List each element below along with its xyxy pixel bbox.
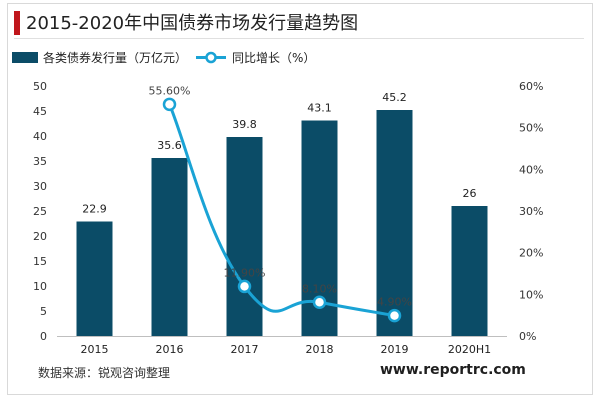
bar-value-label: 45.2 xyxy=(382,91,407,104)
bar-value-label: 43.1 xyxy=(307,102,332,115)
y-right-tick-label: 50% xyxy=(519,122,543,135)
bar-2019 xyxy=(376,110,413,336)
y-left-tick-label: 40 xyxy=(33,130,47,143)
legend-bar-label: 各类债券发行量（万亿元） xyxy=(43,50,187,65)
x-tick-label: 2016 xyxy=(156,343,184,356)
y-left-tick-label: 15 xyxy=(33,255,47,268)
growth-line xyxy=(168,103,395,318)
y-left-tick-label: 20 xyxy=(33,230,47,243)
bar-value-label: 22.9 xyxy=(82,203,107,216)
bar-2016 xyxy=(151,158,188,336)
x-tick-label: 2017 xyxy=(231,343,259,356)
bar-2015 xyxy=(76,221,113,336)
bar-value-label: 39.8 xyxy=(232,118,257,131)
legend-line-marker xyxy=(205,51,217,64)
growth-value-label: 4.90% xyxy=(377,296,412,309)
y-left-tick-label: 50 xyxy=(33,80,47,93)
title-accent-bar xyxy=(14,11,20,35)
legend-bar-swatch xyxy=(12,52,38,63)
x-tick-label: 2018 xyxy=(306,343,334,356)
y-right-tick-label: 10% xyxy=(519,288,543,301)
y-left-tick-label: 0 xyxy=(40,330,47,343)
bar-2020H1 xyxy=(451,206,488,336)
growth-point-2016 xyxy=(162,97,177,112)
x-tick-label: 2019 xyxy=(381,343,409,356)
growth-point-2018 xyxy=(312,295,327,309)
growth-value-label: 55.60% xyxy=(149,84,191,97)
y-right-tick-label: 30% xyxy=(519,205,543,218)
x-tick-label: 2020H1 xyxy=(448,343,491,356)
website-url: www.reportrc.com xyxy=(380,362,526,378)
growth-point-2017 xyxy=(237,279,252,294)
y-right-tick-label: 20% xyxy=(519,247,543,260)
chart-title: 2015-2020年中国债券市场发行量趋势图 xyxy=(26,13,359,34)
y-left-tick-label: 35 xyxy=(33,155,47,168)
y-right-tick-label: 0% xyxy=(519,330,536,343)
bar-2017 xyxy=(226,137,263,336)
y-left-tick-label: 5 xyxy=(40,305,47,318)
growth-value-label: 11.90% xyxy=(224,266,266,279)
data-source-note: 数据来源：锐观咨询整理 xyxy=(38,366,171,380)
y-left-tick-label: 30 xyxy=(33,180,47,193)
legend-line-label: 同比增长（%） xyxy=(232,51,315,65)
x-tick-label: 2015 xyxy=(81,343,109,356)
y-left-tick-label: 25 xyxy=(33,205,47,218)
growth-point-2019 xyxy=(387,308,402,323)
y-left-tick-label: 10 xyxy=(33,280,47,293)
growth-value-label: 8.10% xyxy=(302,282,337,295)
y-right-tick-label: 60% xyxy=(519,80,543,93)
y-left-tick-label: 45 xyxy=(33,105,47,118)
bar-value-label: 26 xyxy=(463,187,477,200)
y-right-tick-label: 40% xyxy=(519,163,543,176)
title-divider xyxy=(14,38,584,39)
bar-value-label: 35.6 xyxy=(157,139,182,152)
